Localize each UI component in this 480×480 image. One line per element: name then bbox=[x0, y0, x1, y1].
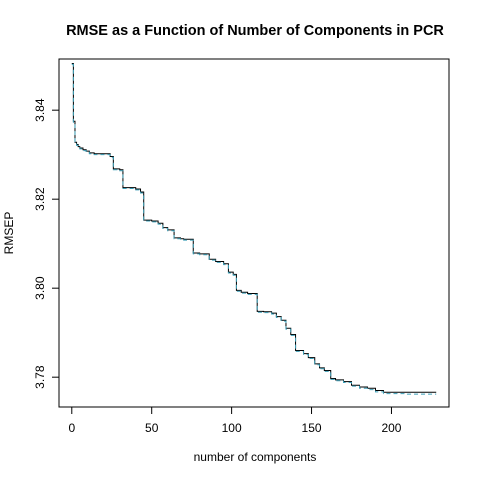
x-tick-label: 200 bbox=[381, 421, 401, 435]
x-axis: 0 50 100 150 200 bbox=[68, 406, 402, 435]
x-axis-label: number of components bbox=[194, 450, 317, 464]
x-tick-label: 50 bbox=[145, 421, 159, 435]
y-tick-label: 3.78 bbox=[33, 365, 47, 389]
series-line-cv bbox=[71, 62, 437, 393]
plot-box bbox=[58, 58, 450, 408]
series-layer bbox=[71, 62, 437, 395]
y-tick-label: 3.82 bbox=[33, 187, 47, 211]
series-line-adjcv bbox=[71, 63, 437, 395]
y-axis-label: RMSEP bbox=[2, 212, 16, 255]
x-tick-label: 0 bbox=[68, 421, 75, 435]
y-tick-label: 3.80 bbox=[33, 276, 47, 300]
chart-title: RMSE as a Function of Number of Componen… bbox=[66, 23, 444, 39]
y-tick-label: 3.84 bbox=[33, 98, 47, 122]
x-tick-label: 100 bbox=[222, 421, 242, 435]
x-tick-label: 150 bbox=[302, 421, 322, 435]
y-axis: 3.78 3.80 3.82 3.84 bbox=[33, 98, 60, 389]
